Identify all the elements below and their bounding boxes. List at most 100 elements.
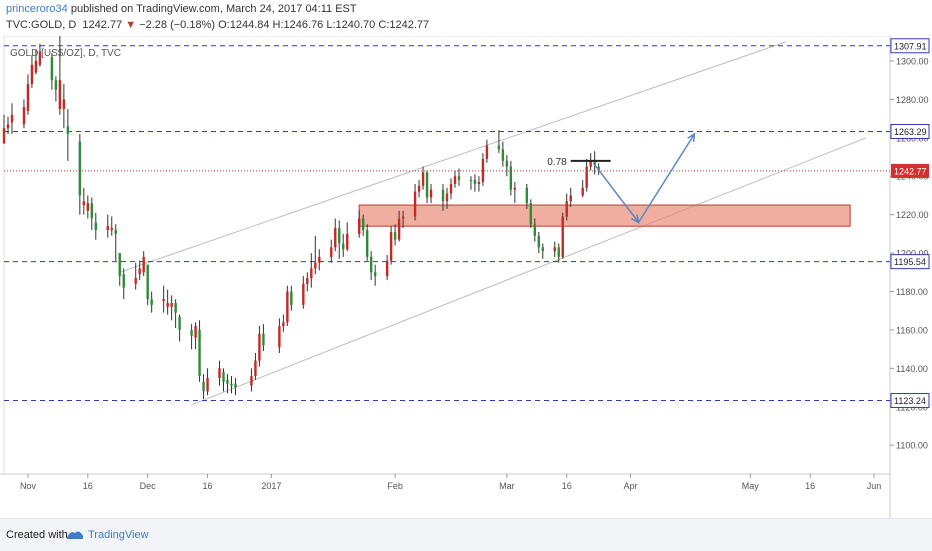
x-tick-label: 2017	[261, 481, 281, 491]
symbol-label: TVC:GOLD, D	[6, 19, 77, 31]
candle-body	[58, 80, 62, 109]
candle-body	[90, 203, 93, 219]
support-zone	[358, 204, 851, 227]
x-tick-label: 16	[83, 481, 93, 491]
candle-body	[513, 187, 517, 190]
candle-body	[421, 172, 425, 186]
price-chart[interactable]: 1100.001120.001140.001160.001180.001200.…	[0, 0, 932, 518]
candle-body	[150, 299, 153, 305]
candle-body	[54, 80, 58, 90]
level-label-box	[890, 393, 930, 409]
candle-body	[2, 128, 6, 144]
candle-body	[170, 303, 173, 307]
candle-body	[346, 233, 349, 250]
candle-body	[50, 57, 54, 81]
candle-body	[306, 278, 309, 284]
candle-body	[166, 303, 169, 307]
y-tick-label: 1100.00	[896, 441, 928, 451]
candle-body	[302, 283, 305, 305]
candle-body	[226, 379, 229, 384]
candle-body	[477, 182, 481, 184]
candle-body	[373, 272, 377, 277]
projection-arrowhead-down	[631, 214, 640, 224]
candle-body	[162, 299, 165, 302]
level-label: 1307.91	[894, 41, 927, 51]
candle-body	[262, 333, 265, 346]
candle-body	[593, 160, 596, 165]
x-tick-label: 16	[203, 481, 213, 491]
chart-area[interactable]: 1100.001120.001140.001160.001180.001200.…	[0, 0, 932, 518]
y-tick-label: 1280.00	[896, 95, 929, 105]
y-tick-label: 1140.00	[896, 364, 928, 374]
candle-body	[417, 185, 421, 192]
candle-body	[589, 160, 592, 167]
candle-body	[505, 160, 509, 167]
candle-body	[358, 218, 361, 234]
candle-body	[561, 216, 564, 257]
x-tick-label: Feb	[387, 481, 403, 491]
candle-body	[38, 51, 42, 65]
candle-body	[114, 230, 117, 234]
x-tick-label: Jun	[867, 481, 882, 491]
candle-body	[6, 124, 10, 129]
level-label-box	[890, 123, 930, 139]
x-tick-label: 16	[562, 481, 572, 491]
author-link[interactable]: princeroro34	[6, 3, 68, 15]
candle-body	[342, 243, 345, 250]
projection-arrowhead-up	[687, 132, 696, 143]
candle-body	[138, 268, 141, 275]
candle-body	[585, 166, 588, 188]
x-tick-label: Mar	[499, 481, 515, 491]
candle-body	[254, 360, 257, 377]
candle-body	[34, 60, 38, 73]
last-price-box	[891, 163, 929, 178]
candle-body	[282, 322, 285, 327]
candle-body	[142, 256, 145, 273]
candle-body	[338, 228, 341, 244]
candle-body	[557, 247, 560, 257]
level-label-box	[890, 38, 930, 54]
y-tick-label: 1300.00	[896, 56, 929, 66]
candle-body	[218, 368, 221, 378]
candle-body	[361, 218, 365, 231]
candle-body	[413, 191, 417, 217]
candle-body	[485, 145, 489, 159]
channel-line	[119, 41, 787, 273]
candle-body	[122, 274, 125, 288]
candle-body	[62, 99, 66, 109]
candle-body	[397, 218, 401, 240]
candle-body	[190, 329, 193, 336]
candle-body	[10, 114, 14, 123]
candle-body	[385, 260, 389, 277]
last-price-value: 1242.77	[82, 19, 123, 31]
tradingview-brand-link[interactable]: TradingView	[88, 529, 149, 541]
candle-body	[449, 183, 453, 194]
candle-body	[365, 230, 369, 257]
x-tick-label: 16	[805, 481, 815, 491]
candle-body	[198, 329, 201, 377]
candle-body	[429, 189, 433, 198]
ohlc-values: O:1244.84 H:1246.76 L:1240.70 C:1242.77	[218, 19, 430, 31]
x-tick-label: Apr	[624, 481, 638, 491]
candle-body	[581, 187, 584, 196]
x-tick-label: Dec	[140, 481, 157, 491]
last-price-label: 1242.77	[894, 166, 927, 176]
fib-label: 0.78	[547, 157, 567, 168]
plot-frame	[3, 35, 891, 475]
change-value: −2.28 (−0.18%)	[139, 19, 216, 31]
candle-body	[134, 278, 137, 284]
candle-body	[146, 264, 149, 300]
candle-body	[369, 256, 373, 273]
candle-body	[30, 64, 34, 85]
footer-bar: Created with TradingView	[0, 518, 932, 551]
publish-info: published on TradingView.com, March 24, …	[70, 3, 357, 15]
symbol-line: TVC:GOLD, D 1242.77 ▼ −2.28 (−0.18%) O:1…	[6, 19, 429, 31]
candle-body	[310, 268, 313, 279]
candle-body	[330, 247, 333, 257]
candle-body	[110, 228, 113, 231]
candle-body	[258, 333, 261, 361]
y-tick-label: 1220.00	[896, 210, 929, 220]
candle-body	[565, 201, 568, 217]
candle-body	[178, 316, 181, 330]
candle-body	[230, 383, 233, 386]
